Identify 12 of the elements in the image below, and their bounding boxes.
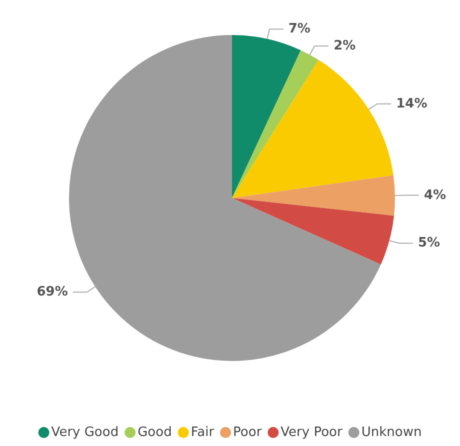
legend-label: Poor (233, 425, 262, 440)
data-label: 7% (288, 22, 310, 37)
data-label: 5% (418, 236, 440, 251)
data-label: 4% (424, 188, 446, 203)
legend-label: Very Poor (280, 425, 343, 440)
data-label: 14% (396, 96, 428, 112)
legend-label: Fair (190, 425, 215, 440)
legend-label: Unknown (361, 425, 422, 440)
data-label: 2% (334, 38, 356, 54)
data-label: 69% (36, 284, 68, 300)
legend-label: Good (138, 425, 172, 440)
legend-label: Very Good (51, 425, 119, 440)
